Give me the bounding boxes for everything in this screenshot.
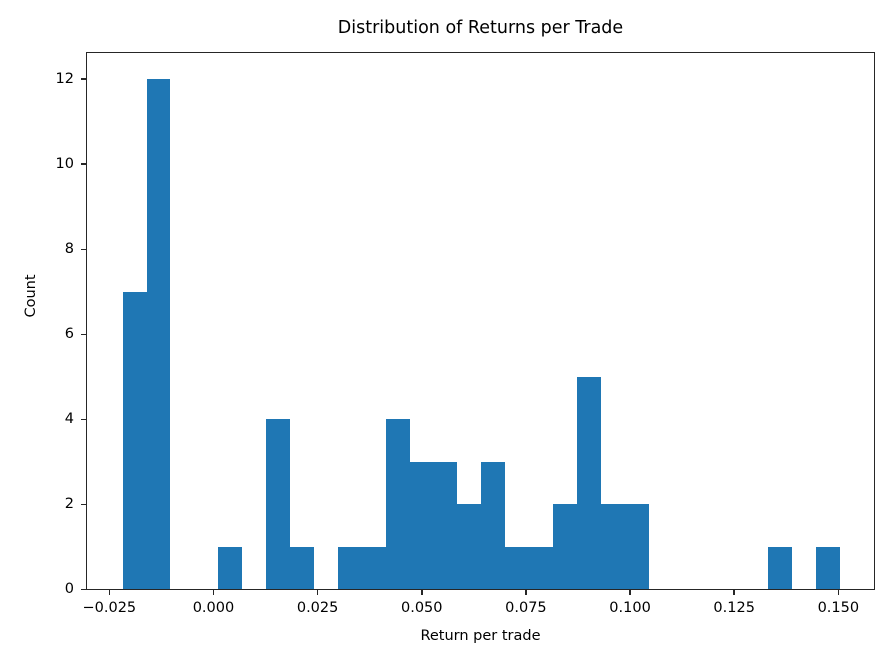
x-tick-label: 0.150 <box>817 599 860 616</box>
x-axis-label: Return per trade <box>420 628 541 644</box>
y-tick-label: 12 <box>55 70 74 87</box>
histogram-bar <box>147 79 170 590</box>
histogram-bar <box>410 461 434 590</box>
plot-area <box>86 52 875 590</box>
chart-title: Distribution of Returns per Trade <box>337 18 624 38</box>
x-tick-mark <box>420 589 423 595</box>
x-tick-label: 0.025 <box>296 599 339 616</box>
y-tick-mark <box>81 503 86 506</box>
x-tick-mark <box>733 589 735 595</box>
x-tick-label: 0.075 <box>505 599 547 616</box>
histogram-bar <box>290 546 314 590</box>
y-tick-mark <box>81 78 86 80</box>
x-tick-mark <box>525 589 527 595</box>
y-tick-mark <box>81 163 86 166</box>
x-tick-label: 0.100 <box>609 599 651 616</box>
histogram-bar <box>625 504 649 590</box>
histogram-bar <box>266 419 290 590</box>
histogram-bar <box>386 419 410 590</box>
histogram-bar <box>338 546 362 590</box>
y-tick-label: 0 <box>64 581 74 597</box>
y-tick-mark <box>81 588 86 591</box>
histogram-bar <box>816 546 840 590</box>
histogram-bar <box>218 546 242 590</box>
histogram-bar <box>577 376 601 590</box>
y-tick-mark <box>81 248 86 251</box>
x-tick-label: 0.125 <box>713 599 755 616</box>
y-tick-label: 10 <box>55 155 74 172</box>
histogram-bar <box>481 461 505 590</box>
x-tick-label: −0.025 <box>82 599 137 616</box>
x-tick-label: 0.000 <box>192 599 235 616</box>
y-tick-label: 2 <box>64 495 74 512</box>
x-tick-mark <box>212 589 215 595</box>
x-tick-mark <box>837 589 840 595</box>
y-tick-mark <box>81 418 86 421</box>
histogram-bar <box>457 504 481 590</box>
histogram-bar <box>768 546 792 590</box>
histogram-bar <box>505 546 529 590</box>
x-tick-label: 0.050 <box>400 599 443 616</box>
histogram-bar <box>123 291 147 590</box>
y-tick-mark <box>81 333 86 336</box>
histogram-bar <box>434 461 457 590</box>
y-axis-label: Count <box>23 274 39 318</box>
x-tick-mark <box>316 589 319 595</box>
histogram-bar <box>553 504 577 590</box>
y-tick-label: 6 <box>64 325 74 342</box>
y-tick-label: 4 <box>64 410 74 427</box>
histogram-bar <box>601 504 625 590</box>
y-tick-label: 8 <box>64 240 74 257</box>
histogram-bar <box>362 546 386 590</box>
x-tick-mark <box>108 589 111 595</box>
histogram-bar <box>529 546 553 590</box>
x-tick-mark <box>629 589 631 595</box>
